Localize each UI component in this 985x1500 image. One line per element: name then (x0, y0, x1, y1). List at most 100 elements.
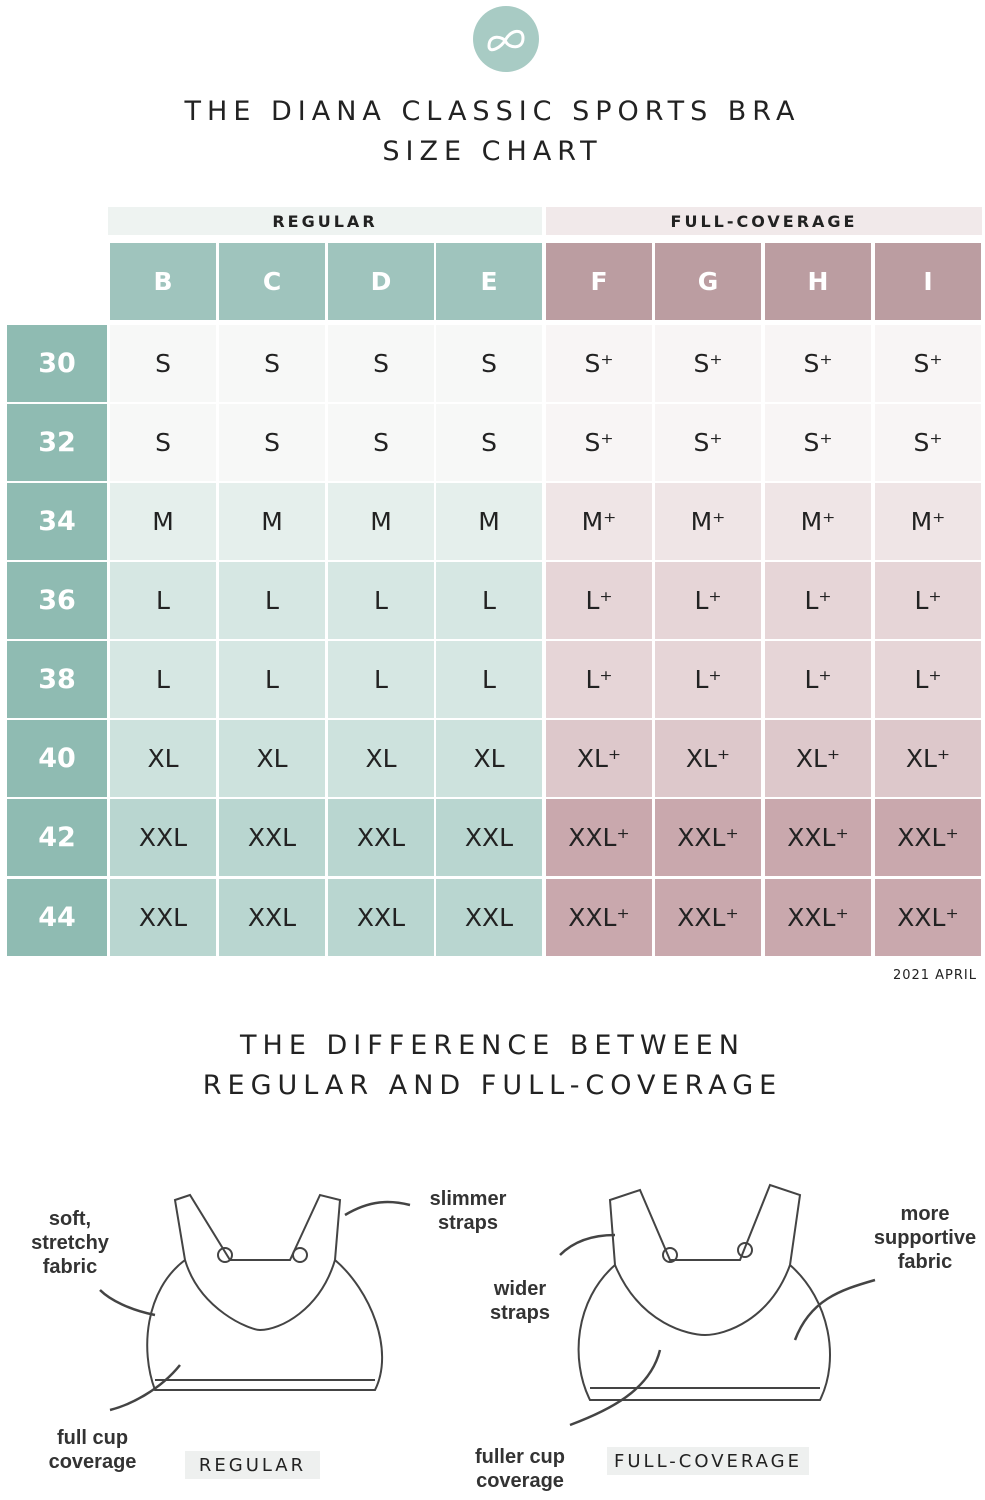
label: wider straps (470, 1277, 570, 1325)
size-cell: L⁺ (655, 562, 761, 639)
text-line: straps (489, 1302, 551, 1324)
size-cell: L⁺ (875, 641, 981, 718)
size-cell: XXL (110, 799, 216, 876)
size-cell: XL⁺ (546, 720, 652, 797)
size-cell: L (328, 641, 434, 718)
size-cell: XXL⁺ (546, 879, 652, 956)
size-cell: S⁺ (546, 404, 652, 481)
text-line: full cup (56, 1427, 129, 1449)
size-cell: XL (328, 720, 434, 797)
size-cell: M (219, 483, 325, 560)
section-title: REGULAR AND FULL-COVERAGE (202, 1070, 783, 1101)
size-cell: XXL (328, 879, 434, 956)
column-header: F (546, 243, 652, 320)
text-line: straps (437, 1212, 499, 1234)
size-cell: XXL (110, 879, 216, 956)
size-cell: M⁺ (875, 483, 981, 560)
size-cell: L⁺ (546, 641, 652, 718)
text-line: fabric (42, 1256, 98, 1278)
size-cell: S⁺ (875, 404, 981, 481)
tag: REGULAR (185, 1451, 320, 1479)
size-cell: XL⁺ (655, 720, 761, 797)
size-cell: L⁺ (655, 641, 761, 718)
size-cell: XXL (219, 799, 325, 876)
label: fuller cup coverage (455, 1445, 585, 1493)
size-cell: S⁺ (765, 404, 871, 481)
text-line: supportive (873, 1227, 977, 1249)
size-cell: XXL⁺ (765, 799, 871, 876)
text-line: slimmer (429, 1188, 507, 1210)
label: full cup coverage (30, 1426, 155, 1474)
size-cell: S (436, 325, 542, 402)
size-cell: XXL (436, 799, 542, 876)
title-line: THE DIANA CLASSIC SPORTS BRA (184, 96, 801, 127)
band-size: 32 (7, 404, 107, 481)
size-cell: M⁺ (546, 483, 652, 560)
band-size: 36 (7, 562, 107, 639)
size-cell: L (219, 641, 325, 718)
size-cell: S⁺ (655, 404, 761, 481)
size-cell: XXL (219, 879, 325, 956)
size-cell: L⁺ (765, 562, 871, 639)
label: soft, stretchy fabric (20, 1207, 120, 1279)
bra-illustrations (99, 1183, 876, 1427)
size-cell: XXL⁺ (875, 879, 981, 956)
size-cell: S (328, 325, 434, 402)
text-line: soft, (48, 1208, 92, 1230)
logo (473, 6, 539, 72)
group-header: REGULAR (108, 207, 542, 235)
size-cell: S⁺ (765, 325, 871, 402)
column-header: H (765, 243, 871, 320)
tag: FULL-COVERAGE (607, 1447, 809, 1475)
band-size: 38 (7, 641, 107, 718)
size-cell: XL⁺ (765, 720, 871, 797)
band-size: 44 (7, 879, 107, 956)
size-cell: M (110, 483, 216, 560)
size-cell: S (110, 325, 216, 402)
size-cell: S (110, 404, 216, 481)
size-cell: S⁺ (875, 325, 981, 402)
regular-bra (146, 1193, 384, 1391)
size-cell: L (436, 641, 542, 718)
size-cell: S (436, 404, 542, 481)
section-title: THE DIFFERENCE BETWEEN (240, 1030, 745, 1061)
size-cell: XXL⁺ (655, 799, 761, 876)
size-cell: XXL⁺ (765, 879, 871, 956)
text-line: wider (493, 1278, 547, 1300)
column-header: I (875, 243, 981, 320)
text-line: more (900, 1203, 950, 1225)
text-line: fuller cup (474, 1446, 565, 1468)
size-cell: M (436, 483, 542, 560)
label: slimmer straps (418, 1187, 518, 1235)
title-line: SIZE CHART (382, 136, 603, 167)
text-line: coverage (476, 1470, 564, 1492)
size-cell: L (436, 562, 542, 639)
size-cell: M (328, 483, 434, 560)
size-cell: L (328, 562, 434, 639)
date: 2021 APRIL (892, 968, 977, 983)
size-cell: L⁺ (546, 562, 652, 639)
size-cell: XXL⁺ (546, 799, 652, 876)
size-cell: L (110, 641, 216, 718)
full-bra (577, 1183, 831, 1401)
size-cell: XL (436, 720, 542, 797)
text-line: coverage (48, 1451, 137, 1473)
band-size: 40 (7, 720, 107, 797)
size-cell: M⁺ (655, 483, 761, 560)
size-cell: S (219, 404, 325, 481)
size-cell: M⁺ (765, 483, 871, 560)
size-cell: XL⁺ (875, 720, 981, 797)
text-line: fabric (897, 1251, 953, 1273)
arrows (99, 1200, 876, 1427)
column-header: G (655, 243, 761, 320)
size-cell: L⁺ (765, 641, 871, 718)
size-cell: S⁺ (546, 325, 652, 402)
size-cell: S (219, 325, 325, 402)
band-size: 42 (7, 799, 107, 876)
column-header: B (110, 243, 216, 320)
group-header: FULL-COVERAGE (546, 207, 982, 235)
label: more supportive fabric (860, 1202, 985, 1274)
size-cell: XXL⁺ (655, 879, 761, 956)
size-cell: L (110, 562, 216, 639)
